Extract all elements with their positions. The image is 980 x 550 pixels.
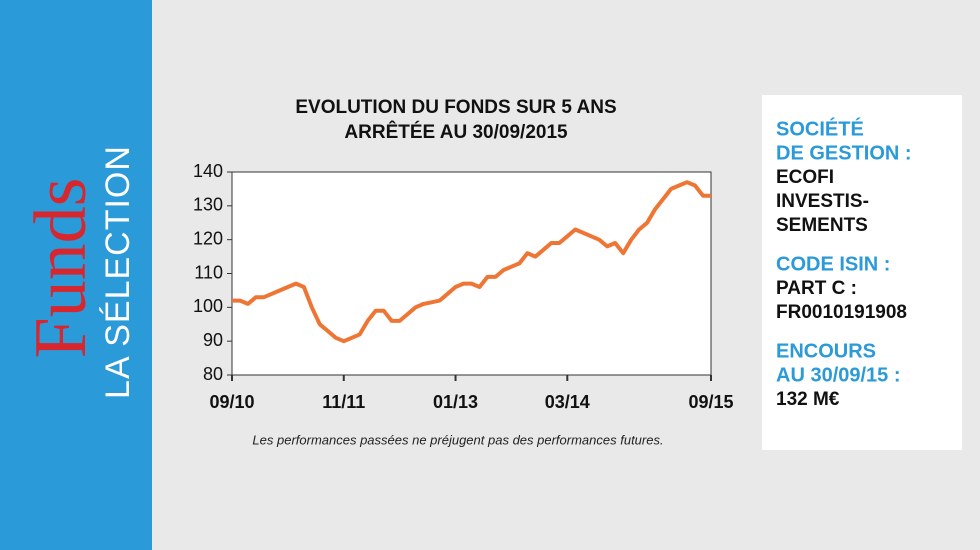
- chart-title: EVOLUTION DU FONDS SUR 5 ANS: [295, 97, 616, 118]
- y-tick-label: 90: [203, 330, 223, 350]
- y-tick-label: 100: [193, 296, 223, 316]
- x-tick-label: 09/15: [688, 392, 733, 412]
- info-value: FR0010191908: [776, 302, 907, 323]
- info-panel: [762, 95, 962, 450]
- x-tick-label: 11/11: [322, 392, 365, 412]
- info-label: AU 30/09/15 :: [776, 364, 901, 386]
- info-value: 132 M€: [776, 389, 840, 410]
- y-tick-label: 80: [203, 364, 223, 384]
- info-label: DE GESTION :: [776, 142, 912, 164]
- chart-title: ARRÊTÉE AU 30/09/2015: [344, 121, 568, 143]
- y-tick-label: 140: [193, 161, 223, 181]
- y-tick-label: 130: [193, 195, 223, 215]
- sidebar: [0, 0, 152, 550]
- info-value: SEMENTS: [776, 215, 868, 236]
- y-tick-label: 120: [193, 228, 223, 248]
- x-tick-label: 09/10: [209, 392, 254, 412]
- info-label: ENCOURS: [776, 340, 876, 362]
- info-value: ECOFI: [776, 167, 834, 188]
- x-tick-label: 01/13: [433, 392, 478, 412]
- info-value: PART C :: [776, 278, 857, 299]
- info-label: CODE ISIN :: [776, 253, 890, 275]
- plot-area: [231, 171, 712, 376]
- brand: Funds: [20, 178, 102, 359]
- footnote: Les performances passées ne préjugent pa…: [252, 432, 663, 447]
- x-tick-label: 03/14: [545, 392, 590, 412]
- info-value: INVESTIS-: [776, 191, 869, 212]
- section-title: LA SÉLECTION: [99, 145, 137, 399]
- info-label: SOCIÉTÉ: [776, 117, 864, 140]
- y-tick-label: 110: [194, 262, 223, 282]
- line-series: [232, 180, 711, 344]
